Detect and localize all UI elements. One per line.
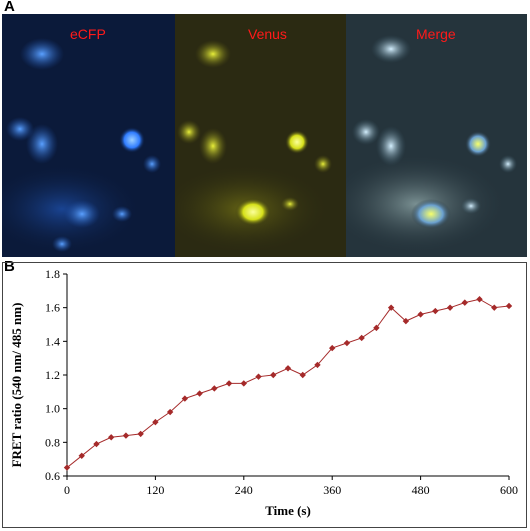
data-point bbox=[108, 434, 115, 441]
data-point bbox=[417, 311, 424, 318]
chart-frame bbox=[2, 262, 527, 528]
data-point bbox=[270, 371, 277, 379]
data-point bbox=[491, 304, 498, 311]
channel-label-merge: Merge bbox=[416, 26, 456, 42]
x-tick-label: 240 bbox=[235, 483, 253, 497]
y-tick-label: 0.6 bbox=[45, 469, 60, 483]
panel-b-letter: B bbox=[4, 258, 15, 275]
x-tick-label: 360 bbox=[323, 483, 341, 497]
data-point bbox=[373, 324, 380, 332]
x-axis-title: Time (s) bbox=[265, 503, 311, 518]
data-point bbox=[122, 432, 130, 439]
x-tick-label: 0 bbox=[64, 483, 70, 497]
panel-a-letter: A bbox=[4, 0, 15, 15]
x-tick-label: 480 bbox=[412, 483, 430, 497]
data-point bbox=[93, 440, 100, 448]
data-point bbox=[166, 408, 174, 416]
y-tick-label: 1.2 bbox=[45, 368, 60, 382]
data-point bbox=[461, 299, 468, 306]
data-point bbox=[343, 339, 351, 347]
data-point bbox=[196, 390, 203, 397]
data-point bbox=[432, 307, 439, 315]
data-point bbox=[402, 317, 410, 325]
x-tick-label: 600 bbox=[500, 483, 518, 497]
y-tick-label: 0.8 bbox=[45, 435, 60, 449]
data-point bbox=[137, 430, 144, 438]
micrograph-merge: Merge bbox=[346, 14, 527, 257]
y-tick-label: 1.8 bbox=[45, 267, 60, 281]
y-tick-label: 1.0 bbox=[45, 402, 60, 416]
data-point bbox=[358, 334, 365, 342]
data-point bbox=[225, 380, 233, 387]
micrograph-venus: Venus bbox=[175, 14, 346, 257]
data-point bbox=[387, 304, 395, 311]
y-axis-title: FRET ratio (540 nm/ 485 nm) bbox=[9, 303, 24, 468]
channel-label-venus: Venus bbox=[248, 26, 287, 42]
fret-ratio-chart: 0.6 0.8 1.0 1.2 1.4 1.6 1.8 0 120 240 360 480 600 Ti… bbox=[9, 267, 518, 518]
data-point bbox=[314, 361, 321, 369]
data-point bbox=[78, 452, 85, 459]
data-point bbox=[299, 371, 306, 379]
y-tick-label: 1.4 bbox=[45, 334, 60, 348]
micrograph-ecfp: eCFP bbox=[2, 14, 175, 257]
data-point bbox=[211, 385, 218, 392]
x-tick-label: 120 bbox=[146, 483, 164, 497]
data-point bbox=[181, 395, 189, 402]
data-point bbox=[240, 380, 247, 387]
channel-label-ecfp: eCFP bbox=[70, 26, 106, 42]
chart-ticks: 0.6 0.8 1.0 1.2 1.4 1.6 1.8 0 120 240 360 480 600 bbox=[45, 267, 518, 497]
data-point bbox=[446, 304, 454, 311]
data-point bbox=[505, 302, 513, 310]
data-point bbox=[63, 464, 71, 471]
chart-series bbox=[63, 296, 513, 471]
data-point bbox=[284, 365, 292, 372]
chart-axes bbox=[66, 274, 509, 477]
data-point bbox=[329, 344, 336, 352]
series-line bbox=[66, 298, 510, 468]
y-tick-label: 1.6 bbox=[45, 301, 60, 315]
data-point bbox=[476, 296, 483, 303]
data-point bbox=[255, 373, 262, 380]
